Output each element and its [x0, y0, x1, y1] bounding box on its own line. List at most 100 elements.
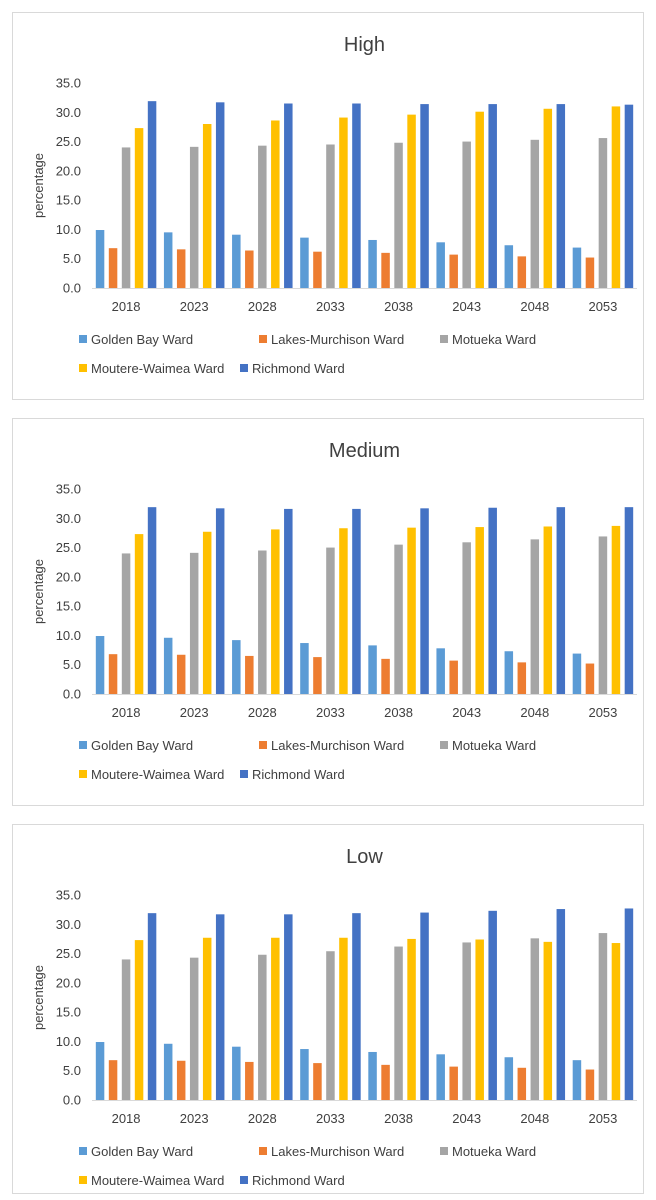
bar-lakes-murchison-ward-2048 — [517, 256, 527, 288]
legend-label-richmond-ward: Richmond Ward — [252, 767, 345, 782]
bar-moutere-waimea-ward-2053 — [611, 525, 621, 694]
chart-medium-panel: Medium percentage 0.0 5.0 10.0 15.0 20.0 25.0 30… — [12, 418, 644, 806]
x-tick-label: 2048 — [520, 299, 549, 314]
y-axis-label: percentage — [31, 559, 46, 624]
bar-richmond-ward-2048 — [556, 104, 566, 288]
bar-richmond-ward-2023 — [215, 914, 225, 1100]
bar-motueka-ward-2033 — [326, 547, 335, 694]
bar-motueka-ward-2053 — [598, 536, 608, 694]
y-tick-label: 0.0 — [63, 281, 81, 296]
x-tick-label: 2018 — [112, 705, 141, 720]
x-tick-label: 2043 — [452, 1111, 481, 1126]
y-tick-label: 25.0 — [56, 946, 81, 961]
bar-golden-bay-ward-2053 — [572, 1060, 582, 1100]
y-tick-label: 25.0 — [56, 540, 81, 555]
bar-golden-bay-ward-2048 — [504, 1057, 514, 1100]
chart-high-panel: High percentage 0.0 5.0 10.0 15.0 20.0 25.0 30.0… — [12, 12, 644, 400]
bar-richmond-ward-2018 — [147, 913, 157, 1100]
bar-golden-bay-ward-2033 — [300, 643, 309, 694]
x-tick-label: 2018 — [112, 299, 141, 314]
chart-title: High — [344, 34, 385, 56]
legend-label-motueka-ward: Motueka Ward — [452, 1144, 536, 1159]
bar-richmond-ward-2038 — [420, 104, 429, 288]
x-tick-label: 2028 — [248, 1111, 277, 1126]
bar-richmond-ward-2028 — [284, 914, 293, 1100]
bar-lakes-murchison-ward-2043 — [449, 1066, 458, 1100]
bar-motueka-ward-2053 — [598, 138, 608, 288]
bar-motueka-ward-2043 — [462, 141, 471, 288]
x-tick-label: 2023 — [180, 1111, 209, 1126]
bar-motueka-ward-2023 — [189, 146, 199, 288]
bar-motueka-ward-2033 — [326, 951, 335, 1100]
bar-richmond-ward-2038 — [420, 912, 429, 1100]
bar-lakes-murchison-ward-2048 — [517, 662, 527, 694]
bar-lakes-murchison-ward-2028 — [245, 655, 254, 694]
bar-moutere-waimea-ward-2038 — [407, 527, 416, 694]
x-tick-label: 2053 — [588, 1111, 617, 1126]
legend-swatch-richmond-ward — [240, 364, 248, 372]
legend-swatch-motueka-ward — [440, 741, 448, 749]
y-tick-label: 25.0 — [56, 134, 81, 149]
bar-golden-bay-ward-2023 — [163, 637, 173, 694]
bar-richmond-ward-2023 — [215, 508, 225, 694]
y-tick-label: 15.0 — [56, 599, 81, 614]
legend-label-golden-bay-ward: Golden Bay Ward — [91, 1144, 193, 1159]
bar-lakes-murchison-ward-2023 — [176, 249, 186, 288]
bar-moutere-waimea-ward-2048 — [543, 941, 553, 1100]
bar-motueka-ward-2018 — [121, 959, 131, 1100]
bar-golden-bay-ward-2048 — [504, 651, 514, 694]
bar-motueka-ward-2038 — [394, 142, 403, 288]
legend-label-moutere-waimea-ward: Moutere-Waimea Ward — [91, 1173, 224, 1188]
x-tick-label: 2028 — [248, 299, 277, 314]
bar-golden-bay-ward-2043 — [436, 648, 445, 694]
bar-golden-bay-ward-2018 — [95, 636, 105, 694]
bar-motueka-ward-2028 — [258, 954, 267, 1100]
x-tick-label: 2023 — [180, 705, 209, 720]
bar-moutere-waimea-ward-2028 — [271, 937, 280, 1100]
legend-swatch-lakes-murchison-ward — [259, 741, 267, 749]
bar-motueka-ward-2038 — [394, 946, 403, 1100]
bar-lakes-murchison-ward-2033 — [313, 251, 322, 288]
bar-moutere-waimea-ward-2038 — [407, 938, 416, 1100]
chart-high: High percentage 0.0 5.0 10.0 15.0 20.0 25.0 30.0… — [31, 34, 637, 376]
bar-moutere-waimea-ward-2018 — [134, 940, 144, 1100]
legend-swatch-lakes-murchison-ward — [259, 1147, 267, 1155]
y-tick-label: 30.0 — [56, 511, 81, 526]
y-tick-label: 20.0 — [56, 163, 81, 178]
bar-moutere-waimea-ward-2033 — [339, 117, 348, 288]
bar-lakes-murchison-ward-2038 — [381, 252, 390, 288]
y-axis-label: percentage — [31, 153, 46, 218]
legend-swatch-richmond-ward — [240, 1176, 248, 1184]
legend-swatch-moutere-waimea-ward — [79, 1176, 87, 1184]
x-tick-label: 2033 — [316, 1111, 345, 1126]
y-tick-label: 35.0 — [56, 888, 81, 903]
bar-lakes-murchison-ward-2023 — [176, 1060, 186, 1100]
bar-richmond-ward-2048 — [556, 507, 566, 694]
bar-lakes-murchison-ward-2033 — [313, 657, 322, 694]
y-tick-label: 5.0 — [63, 657, 81, 672]
bar-lakes-murchison-ward-2053 — [585, 1069, 595, 1100]
bar-moutere-waimea-ward-2023 — [202, 531, 212, 694]
bar-lakes-murchison-ward-2018 — [108, 248, 118, 288]
bar-richmond-ward-2018 — [147, 507, 157, 694]
bar-moutere-waimea-ward-2018 — [134, 128, 144, 288]
legend-swatch-moutere-waimea-ward — [79, 364, 87, 372]
bar-golden-bay-ward-2018 — [95, 230, 105, 288]
bar-lakes-murchison-ward-2018 — [108, 654, 118, 694]
bar-richmond-ward-2043 — [488, 910, 497, 1100]
bar-lakes-murchison-ward-2028 — [245, 250, 254, 288]
bar-lakes-murchison-ward-2038 — [381, 1064, 390, 1100]
bar-motueka-ward-2023 — [189, 957, 199, 1100]
y-tick-label: 10.0 — [56, 222, 81, 237]
bar-motueka-ward-2033 — [326, 144, 335, 288]
bar-lakes-murchison-ward-2028 — [245, 1061, 254, 1100]
bar-golden-bay-ward-2018 — [95, 1042, 105, 1100]
x-tick-label: 2018 — [112, 1111, 141, 1126]
bar-golden-bay-ward-2033 — [300, 1049, 309, 1100]
bar-golden-bay-ward-2023 — [163, 232, 173, 288]
bar-richmond-ward-2033 — [352, 508, 361, 694]
legend-swatch-motueka-ward — [440, 1147, 448, 1155]
bar-motueka-ward-2048 — [530, 139, 540, 288]
bar-moutere-waimea-ward-2043 — [475, 111, 484, 288]
bar-golden-bay-ward-2038 — [368, 1051, 377, 1100]
